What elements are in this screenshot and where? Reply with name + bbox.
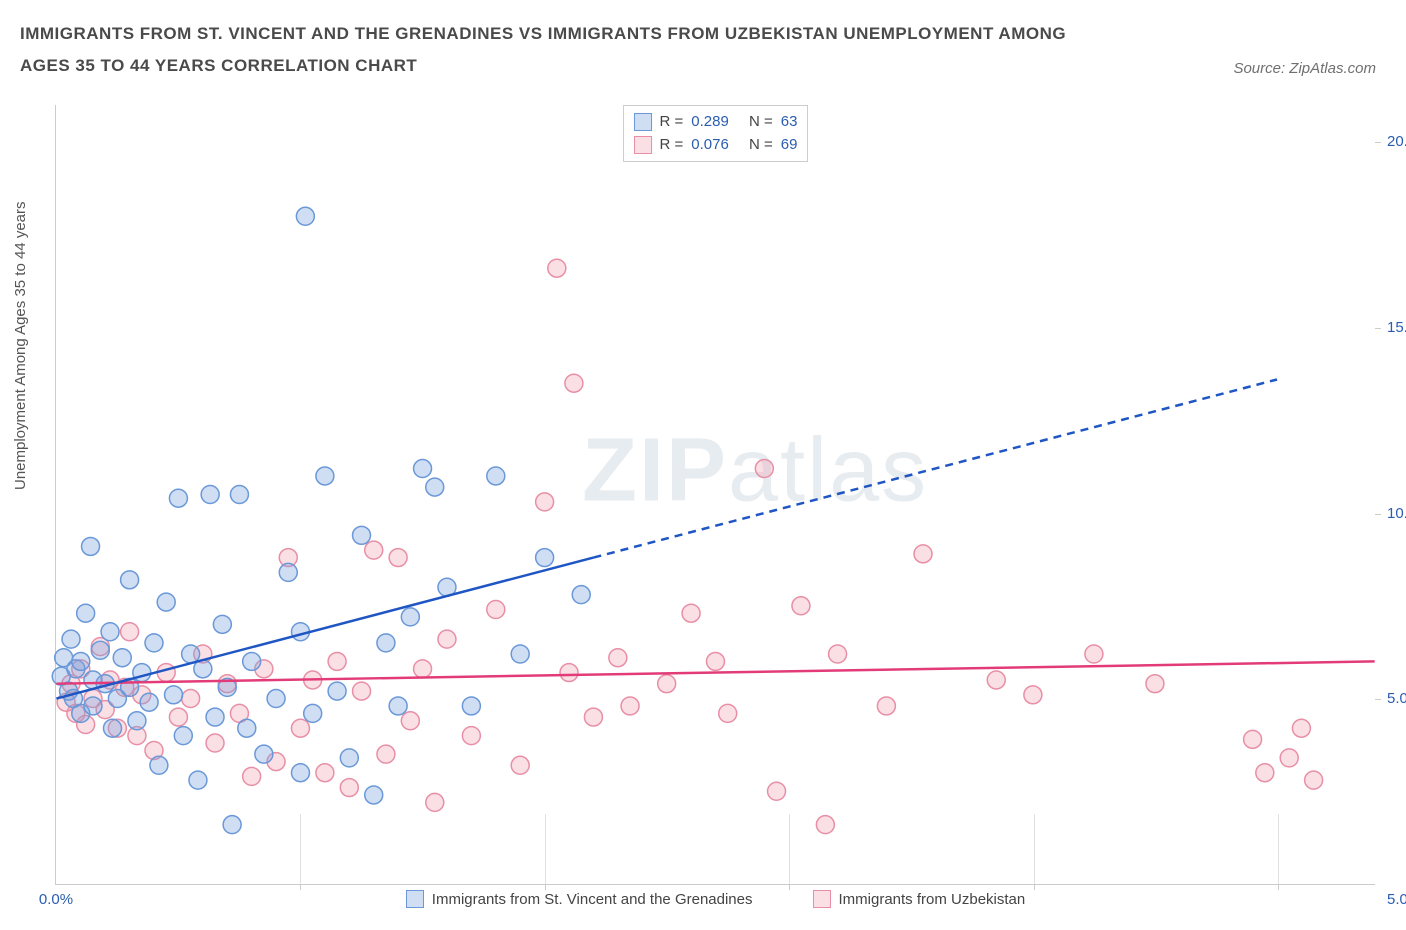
y-tick-label: 5.0%: [1387, 690, 1406, 707]
source-attribution: Source: ZipAtlas.com: [1233, 60, 1376, 77]
swatch-uzb-icon: [813, 890, 831, 908]
chart-title: IMMIGRANTS FROM ST. VINCENT AND THE GREN…: [20, 18, 1120, 83]
x-tick-label-right: 5.0%: [1387, 891, 1406, 908]
y-axis-label: Unemployment Among Ages 35 to 44 years: [12, 201, 29, 490]
legend-item-uzb: Immigrants from Uzbekistan: [813, 890, 1026, 908]
stats-row-uzb: R = 0.076 N = 69: [634, 134, 798, 157]
swatch-uzb: [634, 136, 652, 154]
stats-legend-box: R = 0.289 N = 63 R = 0.076 N = 69: [623, 105, 809, 162]
y-tick-label: 20.0%: [1387, 133, 1406, 150]
y-tick-label: 10.0%: [1387, 505, 1406, 522]
series-legend: Immigrants from St. Vincent and the Gren…: [56, 890, 1375, 908]
chart-plot-area: ZIPatlas R = 0.289 N = 63 R = 0.076 N = …: [55, 105, 1375, 885]
swatch-svg-icon: [406, 890, 424, 908]
legend-item-svg: Immigrants from St. Vincent and the Gren…: [406, 890, 753, 908]
stats-row-svg: R = 0.289 N = 63: [634, 111, 798, 134]
y-tick-label: 15.0%: [1387, 319, 1406, 336]
x-tick-label: 0.0%: [39, 891, 73, 908]
swatch-svg: [634, 113, 652, 131]
scatter-svg: [56, 105, 1375, 884]
